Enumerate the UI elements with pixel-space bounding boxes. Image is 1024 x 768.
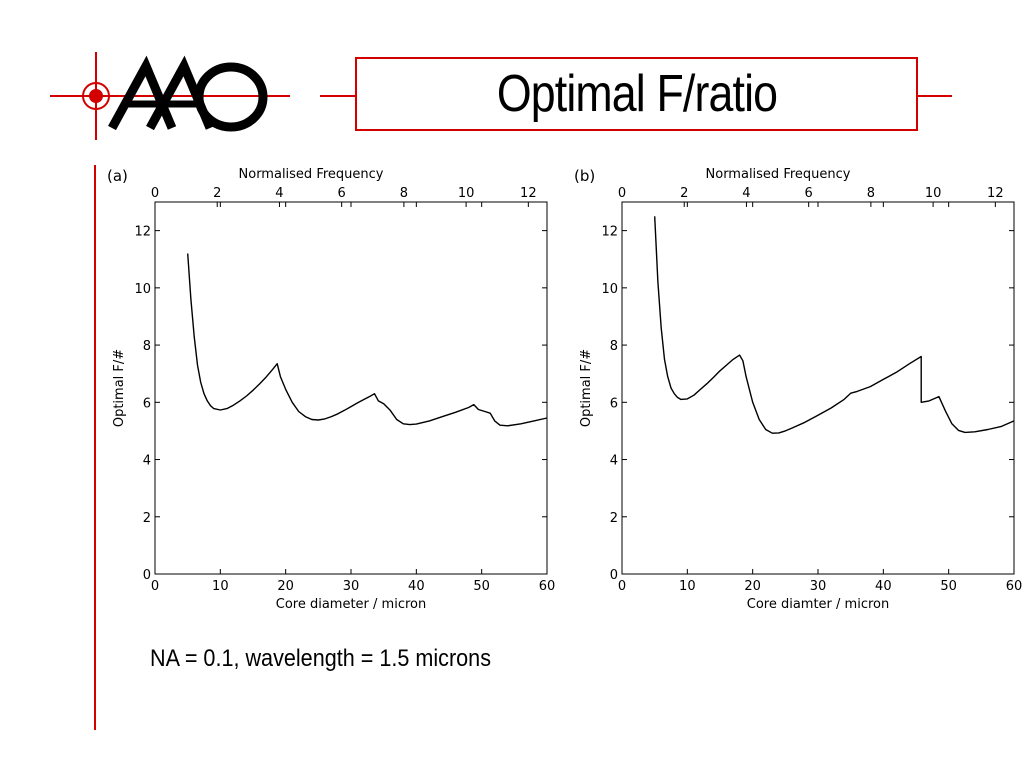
series-line — [187, 253, 548, 427]
y-tick-label: 2 — [610, 511, 618, 526]
x-tick-label: 10 — [212, 579, 229, 594]
y-tick-label: 12 — [601, 225, 618, 240]
x-axis-label: Core diameter / micron — [276, 597, 426, 612]
title-box: Optimal F/ratio — [355, 57, 918, 131]
y-tick-label: 4 — [610, 454, 618, 469]
y-tick-label: 10 — [601, 282, 618, 297]
top-x-tick-label: 2 — [680, 186, 688, 201]
x-tick-label: 40 — [408, 579, 425, 594]
chart-panel-b: 0 10 20 30 40 50 60 0 2 4 6 8 10 12 0 2 4 6 8 10 12 Core diam… — [574, 167, 1022, 612]
y-tick-label: 8 — [610, 339, 618, 354]
top-x-tick-label: 8 — [400, 186, 408, 201]
x-tick-label: 30 — [343, 579, 360, 594]
y-tick-label: 0 — [610, 568, 618, 583]
x-tick-label: 0 — [151, 579, 159, 594]
page-title: Optimal F/ratio — [496, 65, 777, 123]
x-tick-label: 20 — [277, 579, 294, 594]
chart-panel-a: 0 10 20 30 40 50 60 0 2 4 6 8 10 12 0 2 4 6 8 10 12 Core diam… — [107, 167, 555, 612]
y-tick-label: 12 — [134, 225, 151, 240]
top-x-tick-label: 4 — [275, 186, 283, 201]
x-tick-label: 50 — [473, 579, 490, 594]
x-tick-label: 40 — [875, 579, 892, 594]
top-x-tick-label: 12 — [520, 186, 537, 201]
y-tick-label: 0 — [143, 568, 151, 583]
x-tick-label: 60 — [1006, 579, 1023, 594]
aao-logo-icon — [108, 55, 268, 132]
panel-label: (b) — [574, 167, 595, 185]
y-tick-label: 10 — [134, 282, 151, 297]
series-line — [654, 216, 1015, 434]
top-x-tick-label: 6 — [338, 186, 346, 201]
plot-frame — [154, 201, 548, 575]
y-tick-label: 2 — [143, 511, 151, 526]
panel-label: (a) — [107, 167, 128, 185]
top-x-tick-label: 10 — [925, 186, 942, 201]
y-tick-label: 6 — [143, 396, 151, 411]
y-axis-label: Optimal F/# — [579, 349, 594, 427]
top-x-tick-label: 6 — [805, 186, 813, 201]
x-tick-label: 20 — [744, 579, 761, 594]
y-axis-label: Optimal F/# — [112, 349, 127, 427]
top-x-axis-label: Normalised Frequency — [239, 167, 384, 182]
top-x-tick-label: 10 — [458, 186, 475, 201]
top-x-axis-label: Normalised Frequency — [706, 167, 851, 182]
top-x-tick-label: 0 — [618, 186, 626, 201]
x-tick-label: 50 — [940, 579, 957, 594]
top-x-tick-label: 8 — [867, 186, 875, 201]
y-tick-label: 6 — [610, 396, 618, 411]
top-x-tick-label: 0 — [151, 186, 159, 201]
x-tick-label: 30 — [810, 579, 827, 594]
plot-frame — [621, 201, 1015, 575]
x-tick-label: 0 — [618, 579, 626, 594]
y-tick-label: 8 — [143, 339, 151, 354]
top-x-tick-label: 4 — [742, 186, 750, 201]
x-tick-label: 60 — [539, 579, 556, 594]
x-tick-label: 10 — [679, 579, 696, 594]
top-x-tick-label: 12 — [987, 186, 1004, 201]
top-x-tick-label: 2 — [213, 186, 221, 201]
x-axis-label: Core diamter / micron — [747, 597, 889, 612]
y-tick-label: 4 — [143, 454, 151, 469]
caption: NA = 0.1, wavelength = 1.5 microns — [150, 645, 492, 672]
